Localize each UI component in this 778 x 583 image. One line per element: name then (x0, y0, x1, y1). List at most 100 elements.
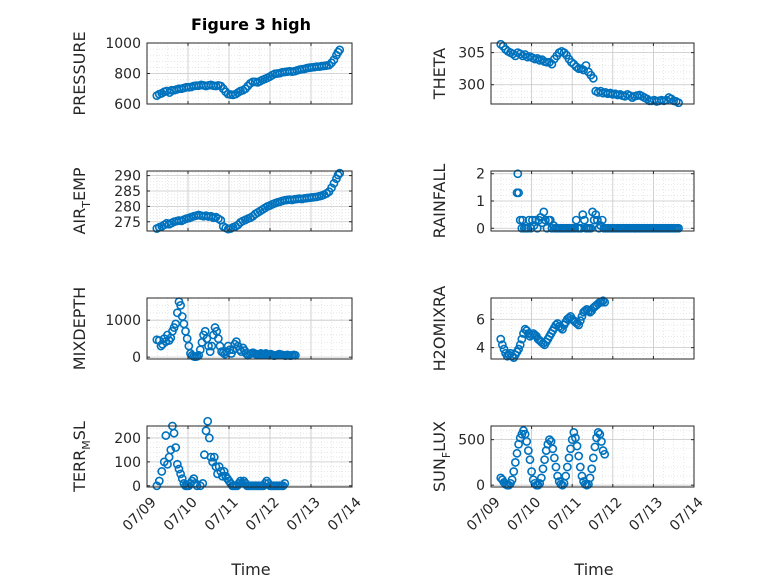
data-point (588, 453, 598, 463)
data-point (591, 210, 601, 220)
data-point (156, 341, 166, 351)
data-point (571, 215, 581, 225)
data-point (547, 59, 557, 69)
axes-box (146, 297, 353, 360)
data-point (533, 480, 543, 490)
y-tick-label: 280 (114, 199, 141, 215)
data-point (510, 458, 520, 467)
data-point (571, 433, 580, 443)
data-point (539, 207, 549, 217)
data-point (514, 188, 524, 198)
data-point (536, 473, 546, 483)
data-point (527, 467, 536, 476)
y-axis-label: RAINFALL (430, 164, 449, 239)
data-point (569, 59, 579, 69)
subplot-1: 600 800 1000 PRESSURE (70, 31, 353, 116)
data-point (172, 459, 182, 469)
y-tick-label: 4 (476, 341, 485, 357)
data-point (569, 427, 579, 437)
x-tick-label: 07/09 (120, 494, 160, 534)
data-point (538, 464, 548, 474)
x-tick-label: 07/10 (504, 494, 544, 534)
y-tick-label: 300 (458, 78, 485, 94)
data-point (189, 474, 199, 484)
data-point (579, 215, 589, 225)
data-point (219, 467, 229, 476)
data-point (205, 347, 215, 357)
data-point (327, 183, 336, 193)
y-tick-label: 0 (476, 478, 485, 494)
axes-box (490, 425, 695, 488)
y-axis-label: PRESSURE (70, 31, 89, 115)
data-point (165, 88, 174, 97)
data-point (578, 210, 588, 220)
y-tick-label: 0 (132, 479, 141, 495)
subplot-8: 0 500 07/09 07/10 07/11 07/12 07/13 07/14 SUNFLU… (430, 421, 707, 534)
x-tick-label: 07/09 (464, 494, 504, 534)
x-tick-label: 07/10 (161, 494, 201, 534)
data-point (586, 223, 596, 233)
data-point (564, 453, 574, 463)
data-point (195, 481, 205, 491)
x-tick-label: 07/14 (325, 494, 365, 534)
data-point (600, 449, 610, 459)
data-point (174, 464, 184, 474)
y-tick-label: 2 (476, 167, 485, 183)
data-point (551, 462, 561, 472)
data-point (589, 215, 599, 225)
subplot-2: 300 305 THETA (430, 39, 695, 108)
data-point (541, 215, 550, 225)
x-tick-label: 07/13 (626, 494, 666, 534)
data-point (218, 471, 227, 481)
data-point (674, 223, 683, 233)
y-axis-label: MIXDEPTH (70, 287, 89, 370)
y-tick-label: 275 (114, 215, 141, 231)
data-point (169, 428, 179, 438)
data-point (231, 337, 241, 347)
x-axis-label-left: Time (230, 560, 270, 579)
y-axis-label: H2OMIXRA (430, 286, 449, 372)
subplot-6: 4 6 H2OMIXRA (430, 286, 695, 372)
x-tick-label: 07/11 (545, 494, 585, 534)
y-axis-label: THETA (430, 48, 449, 100)
axes-box (146, 425, 353, 488)
data-point (587, 464, 597, 474)
y-tick-label: 800 (114, 67, 141, 83)
data-point (329, 178, 339, 188)
data-point (509, 467, 519, 476)
data-point (577, 471, 587, 481)
data-point (597, 215, 607, 225)
data-point (574, 320, 584, 330)
x-axis-label-right: Time (573, 560, 613, 579)
y-tick-label: 1000 (105, 313, 141, 329)
y-tick-label: 100 (114, 455, 141, 471)
data-point (574, 451, 584, 461)
data-point (514, 344, 524, 354)
y-tick-label: 500 (458, 433, 485, 449)
data-point (335, 168, 345, 178)
data-point (166, 445, 176, 455)
data-point (553, 471, 562, 481)
y-axis-label: AIRTEMP (70, 167, 93, 234)
data-point (597, 297, 606, 307)
data-point (204, 341, 213, 351)
x-tick-label: 07/11 (202, 494, 242, 534)
axes-box (490, 297, 695, 360)
data-point (214, 462, 224, 472)
data-point (513, 169, 523, 179)
data-point (527, 330, 536, 340)
data-point (161, 431, 171, 440)
data-point (204, 433, 214, 443)
data-point (559, 48, 569, 58)
data-point (216, 467, 226, 476)
data-point (548, 444, 558, 454)
data-point (549, 453, 559, 463)
y-tick-label: 290 (114, 169, 141, 185)
figure-title: Figure 3 high (191, 15, 311, 34)
data-point (520, 50, 530, 59)
data-point (206, 452, 216, 462)
data-point (674, 98, 683, 108)
axes-box (146, 170, 353, 232)
